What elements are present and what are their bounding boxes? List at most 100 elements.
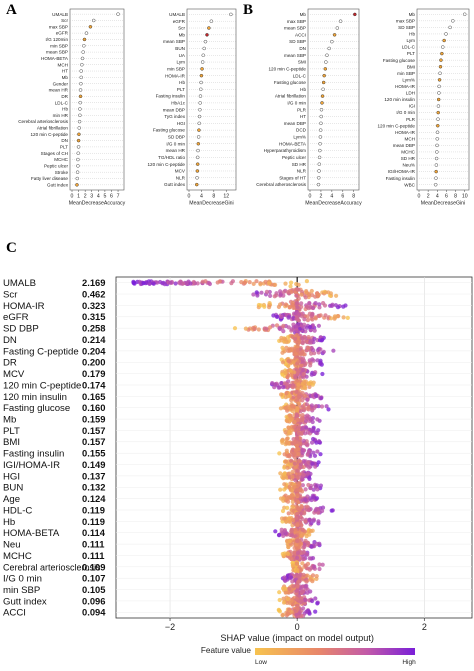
shap-point [271, 313, 276, 318]
shap-point [282, 465, 287, 470]
feature-importance: 0.107 [82, 573, 105, 584]
shap-point [256, 327, 261, 332]
feature-label: IGI/HOMA-IR [388, 169, 416, 174]
shap-point [279, 381, 284, 386]
feature-label: MCHC [54, 157, 68, 162]
x-tick-label: 4 [436, 194, 439, 200]
feature-label: Lym [406, 38, 415, 43]
shap-point [289, 327, 294, 332]
shap-point [287, 305, 292, 310]
shap-point [285, 505, 290, 510]
shap-point [294, 612, 299, 617]
shap-point [282, 516, 287, 521]
shap-point [295, 407, 300, 412]
shap-point [309, 351, 314, 356]
shap-point [278, 487, 283, 492]
importance-dot [444, 32, 448, 36]
shap-point [301, 572, 306, 578]
shap-point [287, 394, 292, 399]
importance-dot [76, 157, 80, 162]
feature-label: Lym [176, 60, 185, 65]
shap-point [304, 534, 309, 539]
shap-point [334, 293, 339, 298]
x-tick-label: 2 [422, 622, 427, 632]
shap-point [304, 552, 309, 557]
shap-point [287, 601, 292, 606]
feature-importance: 0.111 [82, 539, 104, 550]
shap-point [280, 360, 286, 365]
shap-point [304, 504, 309, 509]
shap-point [303, 584, 308, 589]
feature-label: LDH [406, 91, 415, 96]
feature-label: DN [61, 138, 68, 143]
shap-point [307, 300, 312, 306]
shap-point [309, 403, 314, 408]
importance-dot [441, 45, 445, 49]
shap-point [333, 303, 338, 308]
feature-importance: 0.157 [82, 436, 105, 447]
shap-point [341, 304, 346, 309]
shap-point [283, 586, 288, 592]
shap-point [286, 315, 291, 320]
plot-frame [307, 8, 360, 191]
shap-point [279, 527, 284, 532]
shap-point [195, 281, 200, 286]
shap-point [305, 471, 310, 476]
shap-point [318, 483, 323, 488]
shap-point [277, 532, 282, 538]
x-tick-label: 0 [188, 194, 191, 200]
shap-point [286, 453, 291, 458]
shap-point [300, 349, 305, 354]
feature-label: PLR [406, 117, 416, 122]
shap-point [247, 280, 252, 285]
feature-label: SD SBP [398, 25, 415, 30]
feature-importance: 0.124 [82, 493, 106, 504]
shap-point [289, 533, 294, 538]
shap-point [301, 472, 306, 477]
importance-dot [197, 114, 202, 119]
feature-label: Mb [179, 32, 186, 37]
feature-importance: 0.105 [82, 584, 105, 595]
shap-point [294, 412, 299, 417]
feature-label: WBC [404, 182, 415, 187]
shap-point [319, 396, 324, 401]
shap-point [254, 279, 259, 284]
shap-point [316, 510, 321, 515]
shap-point [280, 612, 286, 618]
shap-point [306, 482, 311, 488]
importance-dot [318, 128, 323, 132]
shap-point [313, 596, 318, 601]
x-tick-label: 0 [418, 194, 421, 200]
shap-point [287, 516, 292, 521]
shap-point [296, 579, 301, 584]
feature-importance: 0.109 [82, 561, 105, 572]
importance-dot [327, 46, 331, 51]
shap-point [301, 372, 306, 377]
feature-name: Age [3, 494, 20, 505]
shap-point [288, 284, 293, 289]
shap-point [262, 304, 267, 309]
shap-point [307, 517, 313, 523]
shap-point [312, 453, 318, 458]
shap-point [259, 290, 264, 295]
feature-label: PLT [177, 87, 185, 92]
shap-point [272, 382, 277, 387]
shap-point [326, 407, 331, 412]
feature-label: HGI [177, 121, 185, 126]
shap-point [283, 459, 288, 464]
feature-importance: 0.132 [82, 482, 105, 493]
shap-point [298, 572, 303, 577]
shap-point [306, 407, 311, 412]
importance-dot [436, 117, 440, 121]
shap-point [287, 429, 292, 435]
importance-dot [78, 100, 82, 105]
shap-point [311, 358, 316, 363]
importance-dot [75, 170, 80, 174]
shap-point [304, 419, 309, 424]
importance-dot [77, 119, 82, 124]
shap-point [319, 404, 325, 409]
shap-point [292, 336, 298, 341]
feature-label: HT [300, 114, 306, 119]
shap-point [313, 508, 318, 513]
x-tick-label: 4 [200, 194, 203, 200]
